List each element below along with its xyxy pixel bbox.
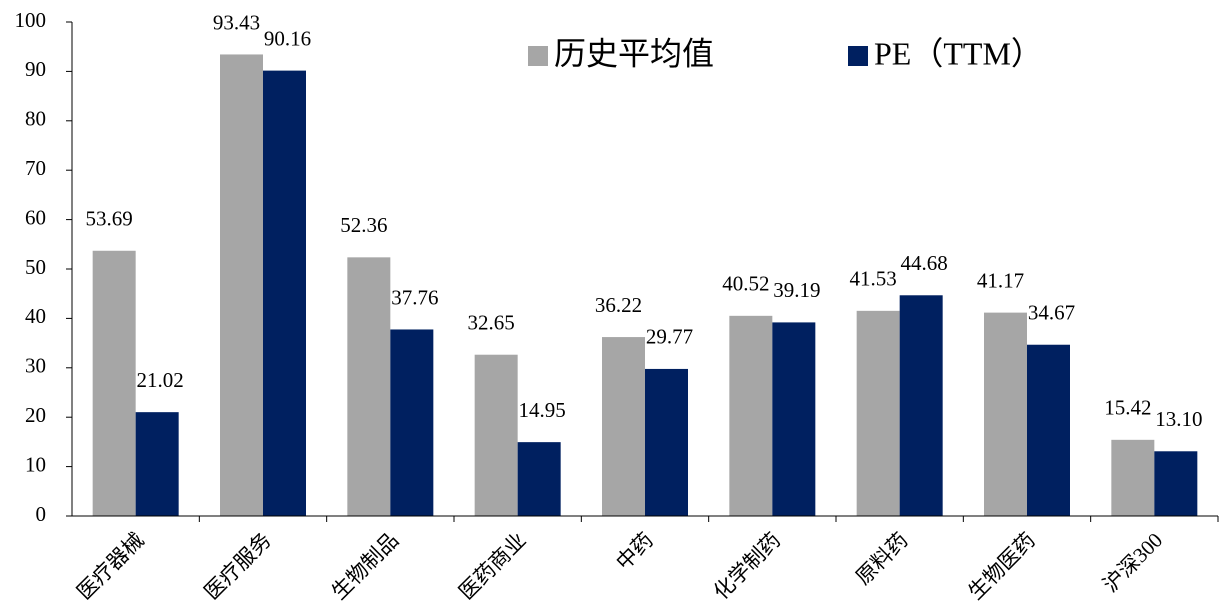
bar xyxy=(347,257,391,516)
bar xyxy=(474,354,518,516)
x-tick-label: 原料药 xyxy=(851,528,913,590)
data-label: 29.77 xyxy=(646,325,693,349)
bar xyxy=(772,322,816,516)
bar xyxy=(220,54,263,516)
data-label: 34.67 xyxy=(1028,301,1075,325)
data-label: 37.76 xyxy=(391,285,438,309)
data-label: 52.36 xyxy=(340,213,387,237)
bar xyxy=(899,295,943,516)
legend-swatch xyxy=(528,46,548,66)
bar xyxy=(135,412,179,516)
bar xyxy=(729,315,773,516)
y-tick-label: 0 xyxy=(36,502,47,526)
y-tick-label: 30 xyxy=(25,354,46,378)
legend-label: PE（TTM） xyxy=(874,35,1043,71)
data-label: 40.52 xyxy=(722,272,769,296)
data-label: 21.02 xyxy=(137,368,184,392)
y-tick-label: 80 xyxy=(25,107,46,131)
data-label: 41.17 xyxy=(977,268,1024,292)
x-tick-label: 医药商业 xyxy=(454,528,530,604)
bar xyxy=(645,368,688,516)
bar xyxy=(263,70,306,517)
data-label: 15.42 xyxy=(1104,396,1151,420)
data-label: 32.65 xyxy=(468,311,515,335)
x-tick-label: 生物医药 xyxy=(964,528,1040,604)
y-tick-label: 100 xyxy=(15,8,47,32)
bar xyxy=(1154,451,1198,516)
x-tick-label: 沪深300 xyxy=(1098,528,1167,597)
y-tick-label: 90 xyxy=(25,57,46,81)
legend-swatch xyxy=(848,46,868,66)
data-label: 14.95 xyxy=(519,398,566,422)
y-tick-label: 40 xyxy=(25,304,46,328)
x-tick-label: 中药 xyxy=(611,528,658,575)
bar xyxy=(1111,439,1155,516)
x-tick-label: 医疗服务 xyxy=(200,528,276,604)
y-tick-label: 10 xyxy=(25,452,46,476)
data-label: 53.69 xyxy=(86,207,133,231)
bar xyxy=(1027,344,1070,516)
data-label: 36.22 xyxy=(595,293,642,317)
data-label: 90.16 xyxy=(264,26,311,50)
bar xyxy=(984,312,1027,516)
x-tick-label: 生物制品 xyxy=(327,528,403,604)
data-label: 41.53 xyxy=(850,267,897,291)
y-tick-label: 60 xyxy=(25,205,46,229)
data-label: 93.43 xyxy=(213,10,260,34)
data-label: 13.10 xyxy=(1155,407,1202,431)
bar xyxy=(390,329,434,516)
bar xyxy=(517,442,561,516)
legend-label: 历史平均值 xyxy=(554,35,714,71)
y-tick-label: 20 xyxy=(25,403,46,427)
data-label: 39.19 xyxy=(773,278,820,302)
bar xyxy=(856,310,900,516)
x-tick-label: 医疗器械 xyxy=(72,528,148,604)
x-tick-label: 化学制药 xyxy=(709,528,785,604)
y-tick-label: 70 xyxy=(25,156,46,180)
bar xyxy=(92,250,136,516)
y-tick-label: 50 xyxy=(25,255,46,279)
bar xyxy=(602,337,645,516)
data-label: 44.68 xyxy=(901,251,948,275)
